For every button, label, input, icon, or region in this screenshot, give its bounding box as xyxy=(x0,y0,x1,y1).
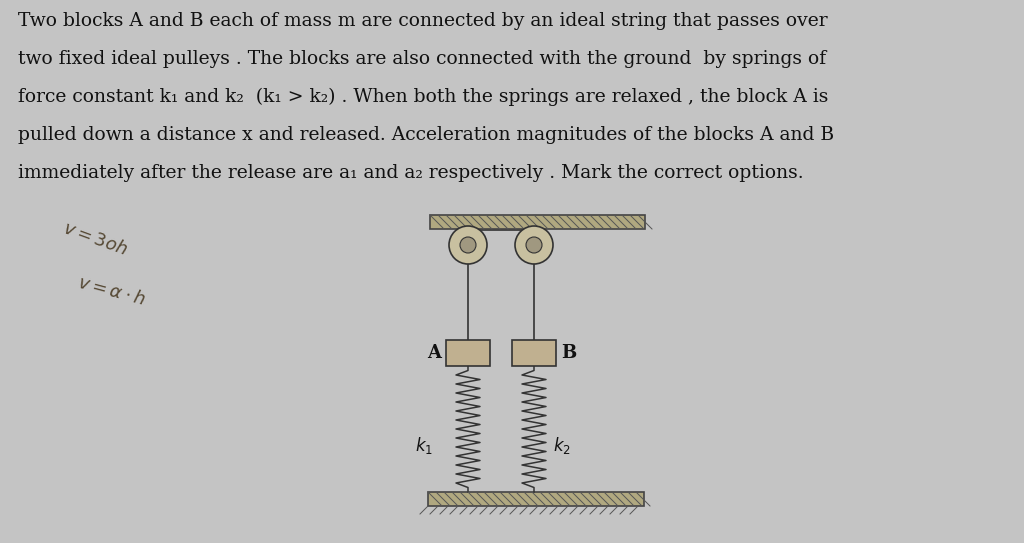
Text: A: A xyxy=(427,344,441,362)
Text: $v = \alpha\cdot h$: $v = \alpha\cdot h$ xyxy=(75,274,146,309)
Bar xyxy=(430,215,645,229)
Circle shape xyxy=(515,226,553,264)
Bar xyxy=(428,492,644,506)
Circle shape xyxy=(526,237,542,253)
Text: immediately after the release are a₁ and a₂ respectively . Mark the correct opti: immediately after the release are a₁ and… xyxy=(18,164,804,182)
Text: $k_1$: $k_1$ xyxy=(415,434,433,456)
Text: pulled down a distance x and released. Acceleration magnitudes of the blocks A a: pulled down a distance x and released. A… xyxy=(18,126,835,144)
Bar xyxy=(446,340,490,366)
Text: $k_2$: $k_2$ xyxy=(553,434,571,456)
Bar xyxy=(512,340,556,366)
Circle shape xyxy=(460,237,476,253)
Text: force constant k₁ and k₂  (k₁ > k₂) . When both the springs are relaxed , the bl: force constant k₁ and k₂ (k₁ > k₂) . Whe… xyxy=(18,88,828,106)
Text: Two blocks A and B each of mass m are connected by an ideal string that passes o: Two blocks A and B each of mass m are co… xyxy=(18,12,827,30)
Text: B: B xyxy=(561,344,577,362)
Text: $v = 3oh$: $v = 3oh$ xyxy=(60,219,129,259)
Circle shape xyxy=(449,226,487,264)
Text: two fixed ideal pulleys . The blocks are also connected with the ground  by spri: two fixed ideal pulleys . The blocks are… xyxy=(18,50,826,68)
